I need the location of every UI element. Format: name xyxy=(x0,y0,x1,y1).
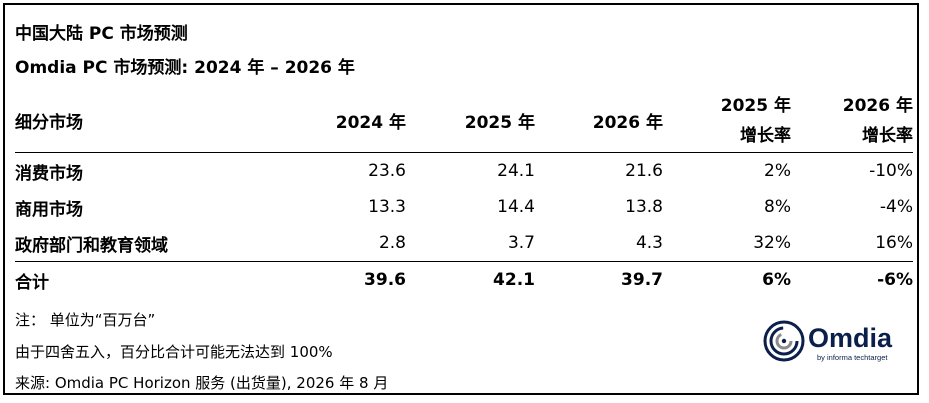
cell-growth-2025: 32% xyxy=(663,225,791,262)
table-row: 政府部门和教育领域 2.8 3.7 4.3 32% 16% xyxy=(15,225,913,262)
cell-growth-2025: 2% xyxy=(764,161,791,181)
cell-2026: 21.6 xyxy=(625,161,663,181)
growth-2026-rate-label: 增长率 xyxy=(862,125,913,146)
total-growth-2025: 6% xyxy=(663,261,791,298)
column-header-segment: 细分市场 xyxy=(15,89,239,153)
row-label: 政府部门和教育领域 xyxy=(15,225,239,262)
column-header-growth-2026: 2026 年 增长率 xyxy=(791,89,913,153)
forecast-table: 细分市场 2024 年 2025 年 2026 年 2025 年 增长率 202… xyxy=(15,89,913,298)
cell-growth-2025: 8% xyxy=(764,197,791,217)
column-header-2025: 2025 年 xyxy=(406,89,535,153)
row-label: 消费市场 xyxy=(15,163,83,184)
total-2025: 42.1 xyxy=(406,261,535,298)
growth-2025-year-label: 2025 年 xyxy=(720,95,791,116)
cell-2026: 13.8 xyxy=(625,197,663,217)
column-header-2024: 2024 年 xyxy=(239,89,406,153)
unit-note: 注： 单位为“百万台” xyxy=(15,311,156,329)
cell-2024: 23.6 xyxy=(368,161,406,181)
cell-2025: 14.4 xyxy=(497,197,535,217)
total-growth-2026: -6% xyxy=(791,261,913,298)
cell-2024: 2.8 xyxy=(239,225,406,262)
table-frame xyxy=(3,3,919,395)
row-label: 商用市场 xyxy=(15,199,83,220)
total-label: 合计 xyxy=(15,261,239,298)
page-title: 中国大陆 PC 市场预测 xyxy=(15,24,188,44)
column-header-2026: 2026 年 xyxy=(535,89,663,153)
logo-tagline: by informa techtarget xyxy=(817,353,888,362)
cell-growth-2026: 16% xyxy=(791,225,913,262)
rounding-note: 由于四舍五入，百分比合计可能无法达到 100% xyxy=(15,343,333,361)
cell-growth-2026: -4% xyxy=(879,197,913,217)
omdia-logo: Omdia by informa techtarget xyxy=(763,320,893,362)
cell-growth-2026: -10% xyxy=(869,161,913,181)
table-header-row: 细分市场 2024 年 2025 年 2026 年 2025 年 增长率 202… xyxy=(15,89,913,153)
omdia-mark-icon xyxy=(763,320,805,362)
source-note: 来源: Omdia PC Horizon 服务 (出货量), 2026 年 8 … xyxy=(15,374,389,392)
column-header-growth-2025: 2025 年 增长率 xyxy=(663,89,791,153)
table-subtitle: Omdia PC 市场预测: 2024 年 – 2026 年 xyxy=(15,58,355,78)
cell-2026: 4.3 xyxy=(535,225,663,262)
growth-2026-year-label: 2026 年 xyxy=(842,95,913,116)
growth-2025-rate-label: 增长率 xyxy=(740,125,791,146)
total-2024: 39.6 xyxy=(239,261,406,298)
total-2026: 39.7 xyxy=(535,261,663,298)
logo-wordmark: Omdia xyxy=(808,323,893,353)
table-row: 商用市场 13.3 14.4 13.8 8% -4% xyxy=(15,189,913,225)
total-row: 合计 39.6 42.1 39.7 6% -6% xyxy=(15,261,913,298)
table-row: 消费市场 23.6 24.1 21.6 2% -10% xyxy=(15,153,913,190)
cell-2025: 24.1 xyxy=(497,161,535,181)
cell-2024: 13.3 xyxy=(368,197,406,217)
cell-2025: 3.7 xyxy=(406,225,535,262)
